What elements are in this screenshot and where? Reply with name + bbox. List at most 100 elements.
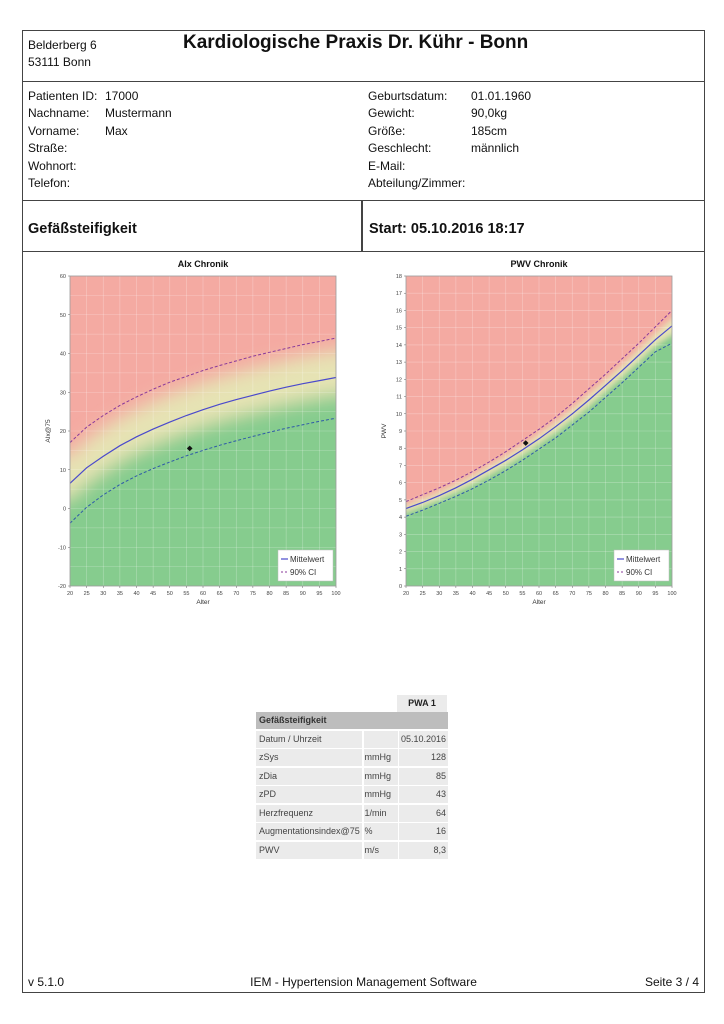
practice-name: Kardiologische Praxis Dr. Kühr - Bonn	[183, 32, 529, 53]
field-value: Max	[105, 123, 128, 138]
address-city: 53111 Bonn	[28, 55, 91, 69]
row-label: zPD	[256, 786, 362, 803]
svg-text:10: 10	[396, 412, 402, 418]
svg-text:85: 85	[283, 591, 289, 597]
field-label: Nachname:	[28, 106, 90, 121]
svg-text:50: 50	[167, 591, 173, 597]
height-row: Größe: 185cm	[368, 123, 698, 140]
table-row: Herzfrequenz 1/min 64	[256, 804, 448, 822]
svg-text:95: 95	[652, 591, 658, 597]
svg-text:70: 70	[233, 591, 239, 597]
row-value: 64	[399, 804, 448, 822]
svg-text:7: 7	[399, 463, 402, 469]
field-label: Abteilung/Zimmer:	[368, 175, 466, 190]
city-row: Wohnort:	[28, 158, 358, 175]
x-axis-label: Alter	[532, 599, 546, 606]
chart-title: PWV Chronik	[510, 259, 568, 269]
svg-text:8: 8	[399, 446, 402, 452]
svg-text:12: 12	[396, 377, 402, 383]
address-street: Belderberg 6	[28, 38, 97, 52]
svg-text:65: 65	[217, 591, 223, 597]
row-value: 85	[399, 767, 448, 785]
row-label: Datum / Uhrzeit	[256, 730, 362, 748]
weight-row: Gewicht: 90,0kg	[368, 105, 698, 122]
svg-text:-10: -10	[58, 545, 66, 551]
svg-text:90% CI: 90% CI	[626, 568, 652, 577]
svg-text:17: 17	[396, 291, 402, 297]
row-label: zDia	[256, 767, 362, 785]
y-axis-label: PWV	[381, 423, 388, 438]
table-row: PWV m/s 8,3	[256, 841, 448, 859]
svg-text:30: 30	[100, 591, 106, 597]
svg-text:50: 50	[503, 591, 509, 597]
table-row: zPD mmHg 43	[256, 786, 448, 803]
aix-chart-svg: AIx Chronik 20 25 30 35 40 45 50 55 60 65 70 75 80 85 9…	[45, 259, 341, 606]
measurement-point-marker	[522, 440, 529, 446]
measurement-start: Start: 05.10.2016 18:17	[369, 221, 525, 237]
field-label: Vorname:	[28, 123, 80, 138]
software-name: IEM - Hypertension Management Software	[250, 975, 477, 989]
table-row: zDia mmHg 85	[256, 767, 448, 785]
software-version: v 5.1.0	[28, 975, 65, 989]
gender-row: Geschlecht: männlich	[368, 140, 698, 157]
svg-text:60: 60	[536, 591, 542, 597]
firstname-row: Vorname: Max	[28, 123, 358, 140]
table-row: Augmentationsindex@75% 16	[256, 823, 448, 840]
row-unit: %	[363, 823, 398, 840]
svg-text:40: 40	[60, 352, 66, 358]
svg-text:40: 40	[133, 591, 139, 597]
svg-text:4: 4	[399, 515, 402, 521]
row-value: 05.10.2016	[399, 730, 448, 748]
column-header-pwa1: PWA 1	[397, 695, 447, 712]
birthdate-row: Geburtsdatum: 01.01.1960	[368, 88, 698, 105]
svg-text:75: 75	[586, 591, 592, 597]
field-label: Geschlecht:	[368, 141, 432, 156]
svg-text:16: 16	[396, 308, 402, 314]
svg-text:65: 65	[553, 591, 559, 597]
svg-text:40: 40	[469, 591, 475, 597]
svg-text:13: 13	[396, 360, 402, 366]
phone-row: Telefon:	[28, 175, 358, 192]
field-label: Patienten ID:	[28, 89, 98, 103]
chart-legend: Mittelwert 90% CI	[613, 549, 670, 582]
svg-text:45: 45	[486, 591, 492, 597]
row-unit: m/s	[363, 841, 398, 859]
patient-info-left: Patienten ID: 17000 Nachname: Mustermann V…	[28, 88, 358, 192]
svg-text:90% CI: 90% CI	[290, 568, 316, 577]
svg-text:2: 2	[399, 550, 402, 556]
row-value: 16	[399, 823, 448, 840]
department-row: Abteilung/Zimmer:	[368, 175, 698, 192]
row-value: 128	[399, 749, 448, 766]
svg-text:55: 55	[183, 591, 189, 597]
field-label: Gewicht:	[368, 106, 415, 121]
row-value: 43	[399, 786, 448, 803]
svg-text:18: 18	[396, 274, 402, 280]
svg-text:3: 3	[399, 532, 402, 538]
svg-text:20: 20	[67, 591, 73, 597]
svg-text:55: 55	[519, 591, 525, 597]
field-label: Straße:	[28, 141, 68, 156]
field-value: Mustermann	[105, 106, 172, 121]
measurement-point-marker	[186, 445, 193, 452]
row-unit: mmHg	[363, 786, 398, 803]
svg-text:60: 60	[60, 274, 66, 280]
field-label: Geburtsdatum:	[368, 89, 448, 103]
svg-text:Mittelwert: Mittelwert	[290, 555, 325, 564]
report-header: Belderberg 6 53111 Bonn Kardiologische P…	[23, 31, 704, 82]
svg-text:1: 1	[399, 567, 402, 573]
field-value: 01.01.1960	[471, 89, 532, 103]
svg-text:45: 45	[150, 591, 156, 597]
svg-text:0: 0	[399, 584, 402, 590]
svg-text:100: 100	[331, 591, 340, 597]
row-label: Augmentationsindex@75	[256, 823, 362, 840]
svg-text:35: 35	[453, 591, 459, 597]
section-divider	[361, 201, 363, 251]
page-number: Seite 3 / 4	[644, 975, 699, 989]
row-label: Herzfrequenz	[256, 804, 362, 822]
patient-id-row: Patienten ID: 17000	[28, 88, 358, 105]
row-unit	[363, 730, 398, 748]
svg-text:25: 25	[84, 591, 90, 597]
svg-text:20: 20	[60, 429, 66, 435]
street-row: Straße:	[28, 140, 358, 157]
